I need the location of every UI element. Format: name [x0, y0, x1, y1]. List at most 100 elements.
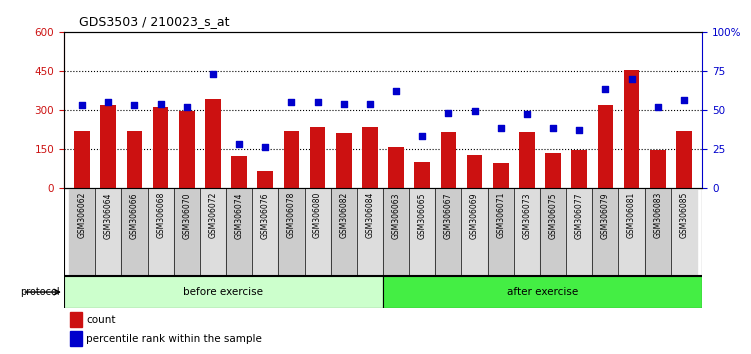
Bar — [279, 188, 304, 276]
Text: GSM306075: GSM306075 — [548, 192, 557, 239]
Text: after exercise: after exercise — [507, 287, 578, 297]
Text: GSM306069: GSM306069 — [470, 192, 479, 239]
Bar — [566, 188, 593, 276]
Text: GSM306065: GSM306065 — [418, 192, 427, 239]
Text: GSM306063: GSM306063 — [391, 192, 400, 239]
Point — [416, 133, 428, 139]
Bar — [383, 188, 409, 276]
Point — [652, 104, 664, 109]
Bar — [388, 147, 404, 188]
Bar — [173, 188, 200, 276]
Bar — [409, 188, 436, 276]
Bar — [127, 131, 143, 188]
Text: GSM306066: GSM306066 — [130, 192, 139, 239]
Text: GSM306067: GSM306067 — [444, 192, 453, 239]
Bar — [231, 156, 247, 188]
Point — [599, 87, 611, 92]
Bar — [330, 188, 357, 276]
Text: GSM306080: GSM306080 — [313, 192, 322, 239]
Bar — [676, 131, 692, 188]
Point — [102, 99, 114, 105]
Bar — [357, 188, 383, 276]
Bar — [205, 99, 221, 188]
Point — [207, 71, 219, 77]
Text: GSM306071: GSM306071 — [496, 192, 505, 239]
Text: GSM306070: GSM306070 — [182, 192, 192, 239]
Point — [364, 101, 376, 106]
Point — [312, 99, 324, 105]
Bar — [152, 107, 168, 188]
Point — [469, 108, 481, 114]
Point — [128, 102, 140, 108]
Bar — [71, 331, 82, 346]
Bar — [593, 188, 619, 276]
Bar — [540, 188, 566, 276]
Bar — [147, 188, 173, 276]
Text: GSM306073: GSM306073 — [523, 192, 532, 239]
Bar — [383, 276, 702, 308]
Bar — [252, 188, 279, 276]
Bar — [258, 171, 273, 188]
Bar — [487, 188, 514, 276]
Bar — [462, 188, 487, 276]
Point — [521, 112, 533, 117]
Text: GSM306064: GSM306064 — [104, 192, 113, 239]
Text: GSM306068: GSM306068 — [156, 192, 165, 239]
Text: before exercise: before exercise — [183, 287, 264, 297]
Bar — [64, 276, 383, 308]
Point — [678, 98, 690, 103]
Text: GSM306078: GSM306078 — [287, 192, 296, 239]
Text: count: count — [86, 315, 116, 325]
Bar — [336, 133, 351, 188]
Point — [442, 110, 454, 116]
Point — [285, 99, 297, 105]
Bar — [644, 188, 671, 276]
Bar — [415, 162, 430, 188]
Point — [495, 126, 507, 131]
Point — [259, 144, 271, 150]
Text: GSM306077: GSM306077 — [575, 192, 584, 239]
Bar — [74, 131, 90, 188]
Bar — [122, 188, 147, 276]
Bar — [598, 104, 614, 188]
Point — [233, 141, 245, 147]
Text: GSM306081: GSM306081 — [627, 192, 636, 238]
Bar — [71, 312, 82, 327]
Bar — [441, 132, 457, 188]
Bar — [619, 188, 644, 276]
Point — [390, 88, 402, 94]
Text: GSM306072: GSM306072 — [209, 192, 218, 239]
Bar — [623, 69, 639, 188]
Text: GSM306084: GSM306084 — [366, 192, 375, 239]
Text: GSM306083: GSM306083 — [653, 192, 662, 239]
Text: GSM306062: GSM306062 — [77, 192, 86, 239]
Bar — [466, 155, 482, 188]
Bar — [519, 132, 535, 188]
Point — [76, 102, 88, 108]
Bar — [101, 104, 116, 188]
Bar — [545, 153, 561, 188]
Bar — [309, 127, 325, 188]
Bar — [284, 131, 300, 188]
Text: GSM306074: GSM306074 — [234, 192, 243, 239]
Bar — [436, 188, 462, 276]
Text: GSM306079: GSM306079 — [601, 192, 610, 239]
Bar — [200, 188, 226, 276]
Point — [338, 101, 350, 106]
Bar — [179, 111, 195, 188]
Bar — [514, 188, 540, 276]
Text: GSM306085: GSM306085 — [680, 192, 689, 239]
Bar — [304, 188, 330, 276]
Bar — [493, 163, 508, 188]
Text: protocol: protocol — [20, 287, 60, 297]
Bar — [95, 188, 122, 276]
Bar — [671, 188, 697, 276]
Text: GSM306076: GSM306076 — [261, 192, 270, 239]
Text: GSM306082: GSM306082 — [339, 192, 348, 238]
Bar — [69, 188, 95, 276]
Bar — [226, 188, 252, 276]
Point — [573, 127, 585, 133]
Point — [547, 126, 559, 131]
Bar — [650, 150, 665, 188]
Bar — [362, 127, 378, 188]
